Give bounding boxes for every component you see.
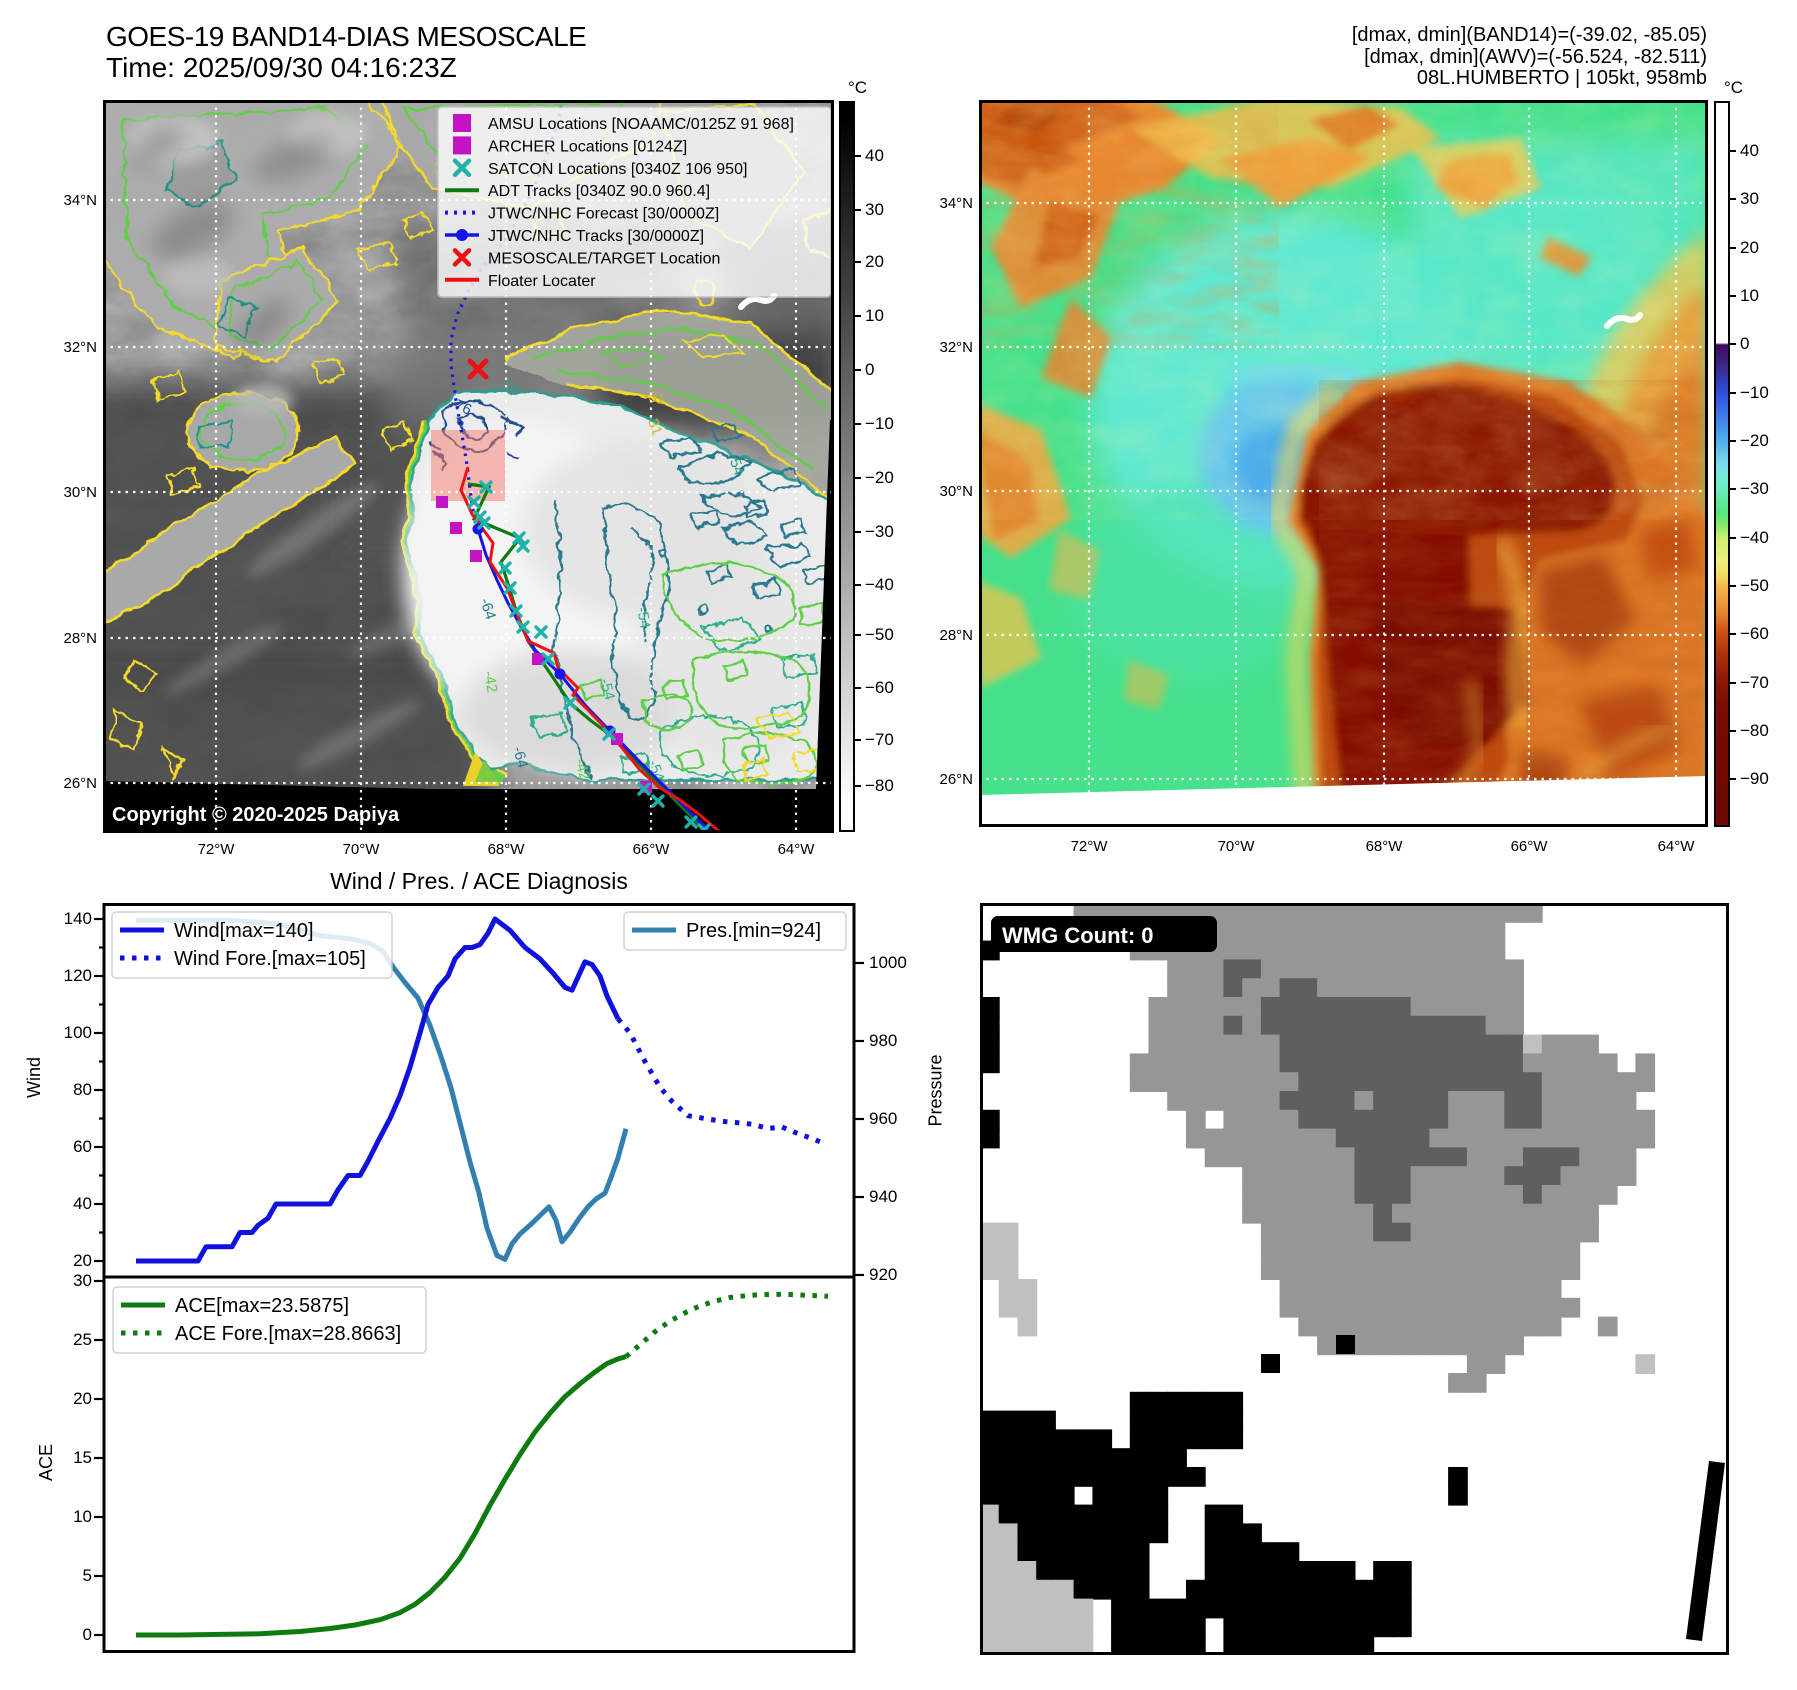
svg-text:Copyright © 2020-2025 Dapiya: Copyright © 2020-2025 Dapiya xyxy=(112,804,400,826)
svg-text:Floater Locater: Floater Locater xyxy=(488,273,596,290)
svg-text:-64: -64 xyxy=(509,745,531,770)
svg-text:Wind[max=140]: Wind[max=140] xyxy=(174,920,314,942)
svg-text:-54: -54 xyxy=(596,677,618,702)
svg-text:ARCHER Locations [0124Z]: ARCHER Locations [0124Z] xyxy=(488,138,687,155)
svg-text:-42: -42 xyxy=(480,670,501,694)
svg-text:-31: -31 xyxy=(642,387,667,408)
svg-text:AMSU Locations [NOAAMC/0125Z 9: AMSU Locations [NOAAMC/0125Z 91 968] xyxy=(488,116,794,133)
svg-text:Pres.[min=924]: Pres.[min=924] xyxy=(686,920,821,942)
svg-text:JTWC/NHC Tracks [30/0000Z]: JTWC/NHC Tracks [30/0000Z] xyxy=(488,228,704,245)
svg-text:SATCON Locations [0340Z 106 95: SATCON Locations [0340Z 106 950] xyxy=(488,161,747,178)
svg-text:-31: -31 xyxy=(642,412,665,438)
svg-text:ACE Fore.[max=28.8663]: ACE Fore.[max=28.8663] xyxy=(175,1323,401,1345)
svg-text:WMG Count: 0: WMG Count: 0 xyxy=(1002,923,1154,948)
svg-text:JTWC/NHC Forecast [30/0000Z]: JTWC/NHC Forecast [30/0000Z] xyxy=(488,206,719,223)
svg-text:MESOSCALE/TARGET Location: MESOSCALE/TARGET Location xyxy=(488,250,720,267)
svg-text:ACE[max=23.5875]: ACE[max=23.5875] xyxy=(175,1295,349,1317)
svg-text:-54: -54 xyxy=(724,452,747,478)
svg-text:Wind Fore.[max=105]: Wind Fore.[max=105] xyxy=(174,948,366,970)
svg-text:-54: -54 xyxy=(633,606,654,630)
svg-text:-42: -42 xyxy=(571,757,593,782)
svg-text:-64: -64 xyxy=(476,596,499,622)
svg-text:-54: -54 xyxy=(497,377,521,397)
svg-text:ADT Tracks [0340Z 90.0 960.4]: ADT Tracks [0340Z 90.0 960.4] xyxy=(488,183,710,200)
